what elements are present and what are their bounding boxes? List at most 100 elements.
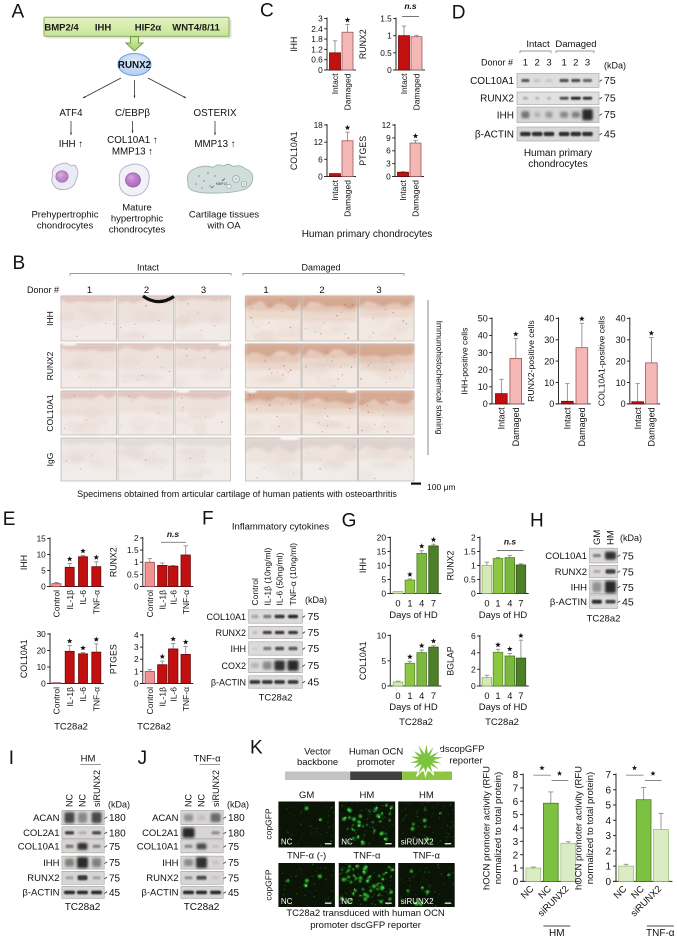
svg-text:Damaged: Damaged	[647, 407, 657, 446]
svg-text:ACAN: ACAN	[33, 813, 60, 824]
svg-text:3: 3	[513, 837, 519, 848]
svg-text:HM: HM	[360, 790, 375, 801]
svg-text:7: 7	[431, 598, 436, 608]
svg-text:75: 75	[308, 660, 320, 672]
svg-text:0: 0	[381, 589, 386, 599]
svg-text:6: 6	[386, 146, 391, 156]
svg-text:dscopGFP: dscopGFP	[440, 744, 485, 755]
svg-text:IL-1β: IL-1β	[157, 687, 167, 707]
svg-text:COL10A1: COL10A1	[545, 551, 587, 562]
svg-text:3: 3	[318, 14, 323, 24]
svg-text:β-ACTIN: β-ACTIN	[141, 888, 178, 899]
svg-text:7: 7	[518, 598, 523, 608]
svg-text:NC: NC	[341, 838, 353, 847]
svg-text:Control: Control	[145, 590, 155, 618]
svg-text:1: 1	[561, 58, 566, 69]
svg-text:18: 18	[314, 120, 324, 130]
svg-text:β-ACTIN: β-ACTIN	[475, 130, 514, 141]
svg-text:75: 75	[308, 627, 320, 639]
svg-text:20: 20	[377, 533, 387, 543]
svg-text:WNT4/8/11: WNT4/8/11	[172, 22, 220, 33]
svg-text:NC: NC	[519, 884, 537, 902]
svg-text:10: 10	[37, 550, 47, 560]
svg-text:6: 6	[605, 785, 611, 796]
svg-text:4: 4	[134, 630, 139, 640]
svg-text:IL-1β: IL-1β	[157, 590, 167, 610]
svg-text:IL-6: IL-6	[168, 687, 178, 702]
svg-text:BMP2/4: BMP2/4	[44, 22, 79, 33]
svg-text:TNF-α (-): TNF-α (-)	[287, 851, 326, 862]
svg-text:0: 0	[471, 681, 476, 691]
svg-text:9: 9	[386, 133, 391, 143]
svg-text:4: 4	[507, 598, 512, 608]
svg-text:1: 1	[134, 557, 139, 567]
svg-text:COL10A1: COL10A1	[18, 842, 60, 853]
svg-text:G: G	[342, 511, 357, 532]
svg-text:2: 2	[605, 847, 611, 858]
svg-text:1.8: 1.8	[311, 34, 323, 44]
svg-text:1: 1	[407, 598, 412, 608]
svg-text:TC28a2: TC28a2	[184, 902, 220, 913]
svg-text:TC28a2: TC28a2	[137, 722, 171, 733]
svg-text:15: 15	[37, 534, 47, 544]
svg-text:40: 40	[478, 331, 488, 341]
svg-text:ACAN: ACAN	[152, 813, 179, 824]
svg-text:COL2A1: COL2A1	[142, 828, 178, 839]
svg-text:1.5: 1.5	[464, 547, 476, 557]
svg-text:siRUNX2: siRUNX2	[401, 897, 434, 906]
svg-text:F: F	[202, 509, 214, 530]
svg-text:Intact: Intact	[563, 407, 573, 430]
svg-text:Damaged: Damaged	[301, 263, 340, 273]
svg-text:TC28a2 transduced with human O: TC28a2 transduced with human OCN	[286, 908, 445, 919]
svg-text:45: 45	[109, 888, 121, 899]
svg-text:1: 1	[513, 864, 519, 875]
svg-text:Immunohistochemical staining: Immunohistochemical staining	[435, 321, 445, 435]
svg-text:8: 8	[513, 770, 519, 781]
svg-text:OSTERIX: OSTERIX	[193, 108, 236, 119]
svg-text:2: 2	[134, 533, 139, 543]
svg-text:n.s: n.s	[404, 1, 417, 11]
svg-text:NC: NC	[281, 897, 293, 906]
svg-text:20: 20	[478, 365, 488, 375]
svg-text:0.6: 0.6	[311, 55, 323, 65]
svg-text:E: E	[3, 509, 16, 530]
svg-text:MMP13 ↑: MMP13 ↑	[112, 147, 153, 158]
svg-text:0.5: 0.5	[127, 569, 139, 579]
svg-text:COL10A1: COL10A1	[470, 76, 514, 87]
svg-text:1: 1	[523, 58, 528, 69]
svg-text:0: 0	[471, 589, 476, 599]
svg-text:1: 1	[134, 666, 139, 676]
svg-text:30: 30	[478, 348, 488, 358]
svg-text:ATF4: ATF4	[59, 108, 83, 119]
svg-text:IHH: IHH	[289, 37, 299, 52]
svg-text:Damaged: Damaged	[555, 39, 596, 50]
svg-text:TC28a2: TC28a2	[259, 693, 293, 704]
svg-text:3: 3	[386, 159, 391, 169]
svg-text:IHH-positive cells: IHH-positive cells	[460, 327, 470, 395]
svg-text:30: 30	[616, 335, 626, 345]
svg-text:12: 12	[314, 137, 324, 147]
svg-text:IHH: IHH	[497, 111, 514, 122]
svg-text:promoter: promoter	[357, 757, 395, 768]
svg-text:0: 0	[134, 582, 139, 592]
svg-text:Donor #: Donor #	[481, 58, 513, 68]
svg-text:4: 4	[471, 648, 476, 658]
svg-text:TNF-α: TNF-α	[91, 590, 101, 614]
svg-text:Vector: Vector	[304, 747, 331, 758]
svg-text:1: 1	[605, 862, 611, 873]
svg-text:Intact: Intact	[330, 179, 340, 200]
svg-text:45: 45	[228, 888, 240, 899]
svg-text:Control: Control	[145, 687, 155, 715]
svg-text:Mature: Mature	[122, 203, 152, 214]
svg-text:75: 75	[622, 566, 634, 578]
svg-text:C/EBPβ: C/EBPβ	[115, 108, 150, 119]
svg-text:20: 20	[37, 646, 47, 656]
svg-text:30: 30	[544, 335, 554, 345]
svg-text:TNF-α: TNF-α	[646, 928, 675, 939]
svg-text:GM: GM	[592, 530, 603, 545]
svg-text:IHH: IHH	[45, 311, 55, 326]
svg-text:0: 0	[387, 65, 392, 75]
svg-text:RUNX2: RUNX2	[358, 29, 368, 59]
svg-text:IL-6 (50ng/ml): IL-6 (50ng/ml)	[275, 552, 285, 605]
svg-text:TC28a2: TC28a2	[65, 902, 101, 913]
